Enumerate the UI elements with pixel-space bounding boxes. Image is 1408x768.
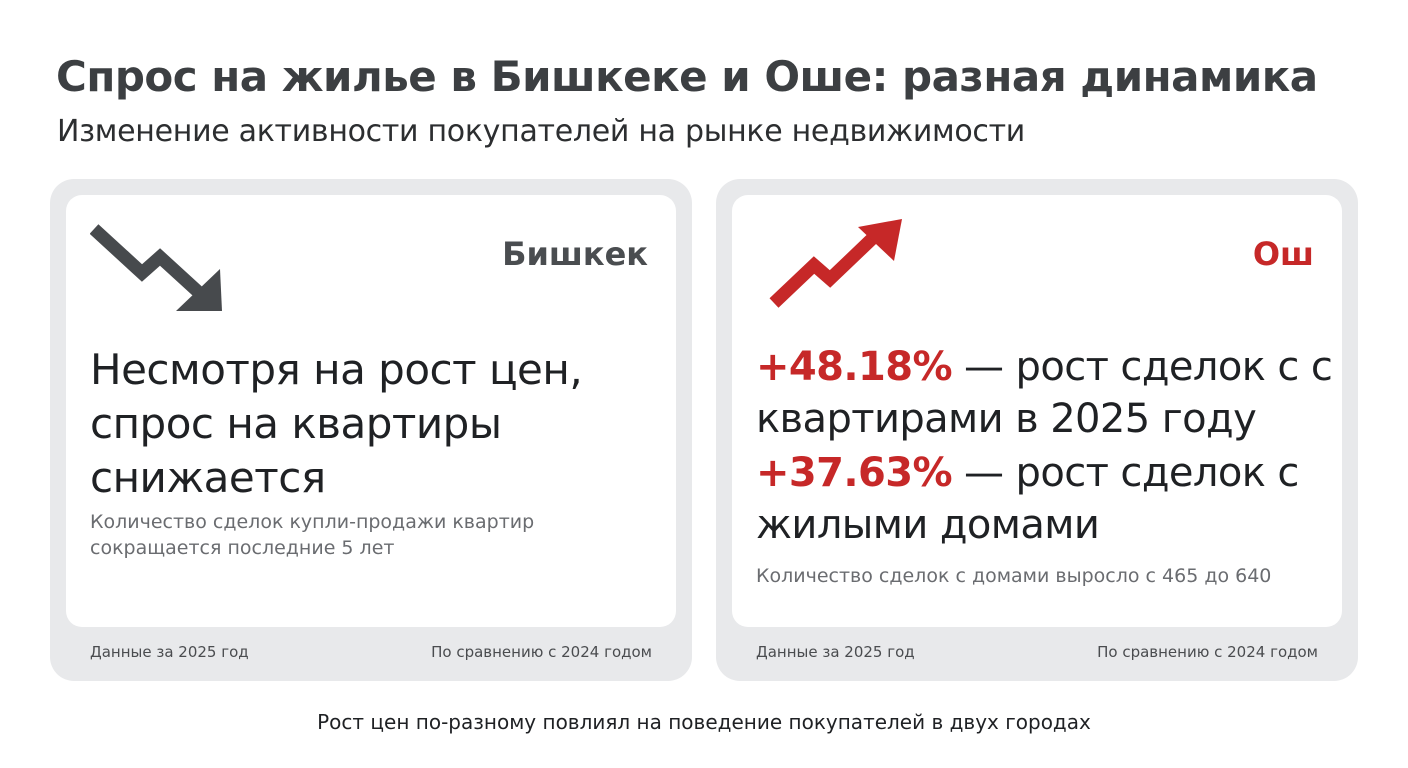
page-title: Спрос на жилье в Бишкеке и Оше: разная д… bbox=[56, 52, 1318, 101]
osh-data-period: Данные за 2025 год bbox=[756, 643, 915, 661]
osh-card: Ош +48.18% — рост сделок с с квартирами … bbox=[716, 179, 1358, 681]
bishkek-card: Бишкек Несмотря на рост цен, спрос на кв… bbox=[50, 179, 692, 681]
bishkek-headline: Несмотря на рост цен, спрос на квартиры … bbox=[90, 345, 583, 502]
osh-stat-houses: +37.63% — рост сделок с жилыми домами bbox=[756, 447, 1336, 551]
trend-up-arrow-icon bbox=[769, 219, 902, 308]
bishkek-data-period: Данные за 2025 год bbox=[90, 643, 249, 661]
city-label-bishkek: Бишкек bbox=[502, 235, 648, 273]
footer-caption: Рост цен по-разному повлиял на поведение… bbox=[317, 710, 1091, 734]
osh-houses-growth-value: +37.63% bbox=[756, 450, 953, 496]
trend-down-arrow-icon bbox=[90, 224, 222, 311]
osh-stat-apartments: +48.18% — рост сделок с с квартирами в 2… bbox=[756, 341, 1336, 445]
bishkek-comparison-note: По сравнению с 2024 годом bbox=[431, 643, 652, 661]
osh-apartments-growth-value: +48.18% bbox=[756, 344, 953, 390]
page-subtitle: Изменение активности покупателей на рынк… bbox=[57, 114, 1025, 149]
osh-card-body: Ош +48.18% — рост сделок с с квартирами … bbox=[732, 195, 1342, 627]
bishkek-card-body: Бишкек Несмотря на рост цен, спрос на кв… bbox=[66, 195, 676, 627]
osh-note: Количество сделок с домами выросло с 465… bbox=[756, 565, 1272, 587]
bishkek-note: Количество сделок купли-продажи квартир … bbox=[90, 511, 535, 559]
city-label-osh: Ош bbox=[1252, 235, 1314, 273]
osh-houses-growth-text: — рост сделок с жилыми домами bbox=[756, 450, 1299, 548]
osh-comparison-note: По сравнению с 2024 годом bbox=[1097, 643, 1318, 661]
osh-apartments-growth-text: — рост сделок с с квартирами в 2025 году bbox=[756, 344, 1333, 442]
